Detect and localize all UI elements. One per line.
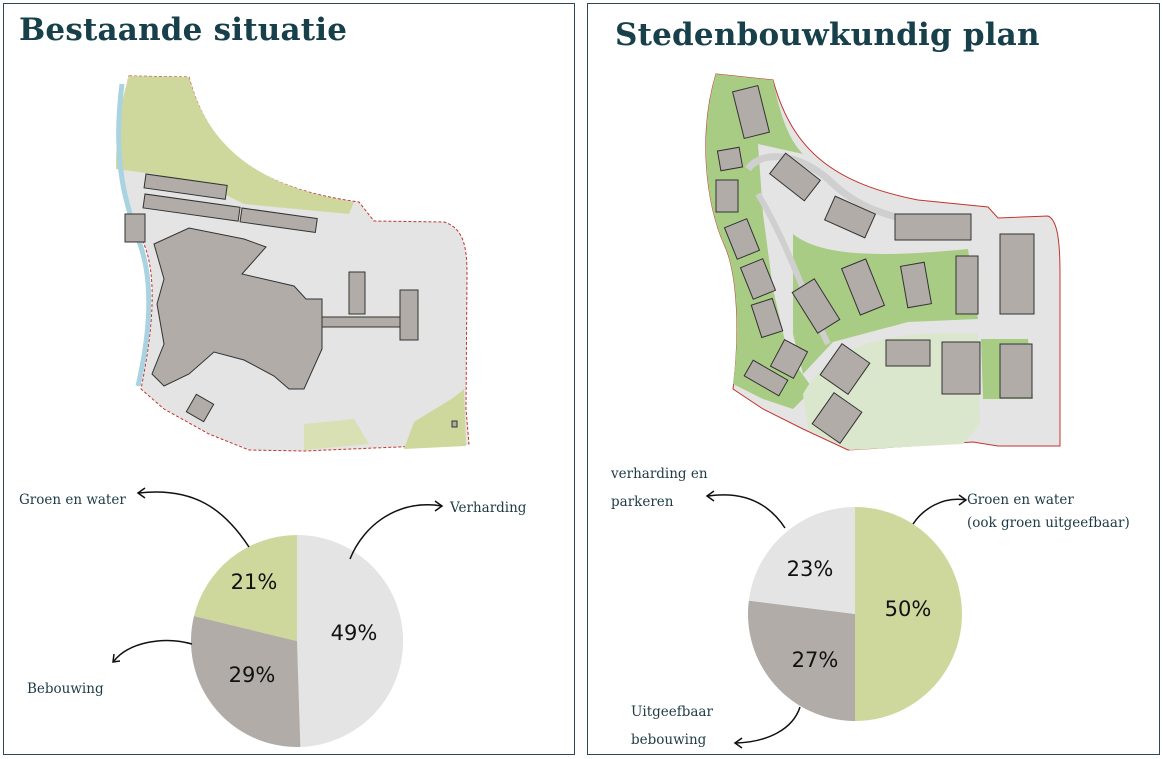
arrow-head-verharding: [434, 500, 444, 512]
panel-urban-plan: Stedenbouwkundig plan: [587, 3, 1160, 755]
arrow-groen-en-water: [138, 491, 250, 548]
legend-label-groen-en-water: Groen en water: [19, 492, 126, 508]
pie-chart-existing: 49% 29% 21%: [191, 534, 404, 748]
arrow-head-groen-plan: [958, 494, 968, 506]
arrow-verharding: [349, 504, 443, 560]
building-strip-end: [239, 207, 318, 234]
pie-slice-verharding: [297, 534, 404, 747]
legend-label-groen-en-water-line1: Groen en water: [967, 492, 1074, 508]
pie-value-verharding-en-parkeren: 23%: [787, 557, 834, 581]
pie-label-arrows-plan: [705, 490, 968, 749]
building-east: [399, 289, 419, 341]
pie-slice-groen-en-water-plan: [855, 507, 962, 721]
plan-building-blocks: [715, 84, 1035, 445]
legend-label-verharding-en-parkeren-line1: verharding en: [610, 466, 708, 482]
building-corridor: [321, 316, 401, 328]
existing-panel-graphics: 49% 29% 21% Groen en water Verharding Be…: [19, 75, 527, 748]
arrow-uitgeefbaar-bebouwing: [735, 706, 801, 744]
panel-title-existing: Bestaande situatie: [19, 12, 348, 48]
legend-label-verharding: Verharding: [449, 500, 527, 516]
arrow-head-groen: [136, 487, 146, 499]
plan-road-curve: [745, 153, 969, 228]
pie-slice-bebouwing: [191, 616, 301, 748]
arrow-bebouwing: [113, 639, 193, 662]
building-tiny-corner: [451, 420, 458, 428]
building-small-east: [348, 271, 366, 315]
pie-value-uitgeefbaar-bebouwing: 27%: [792, 648, 839, 672]
plan-site-map: [705, 73, 1061, 451]
arrow-verharding-en-parkeren: [707, 494, 786, 529]
arrow-groen-en-water-plan: [912, 498, 967, 525]
panel-title-plan: Stedenbouwkundig plan: [615, 17, 1040, 53]
plan-green-center: [793, 234, 978, 374]
arrow-head-uitgeefbaar: [733, 737, 743, 749]
building-main: [151, 227, 323, 390]
pie-value-groen-en-water: 21%: [231, 570, 278, 594]
site-green-corner: [404, 389, 466, 449]
pie-slice-groen-en-water: [193, 535, 297, 641]
site-water-edge: [116, 83, 152, 387]
site-green-area: [116, 76, 354, 214]
pie-slice-uitgeefbaar-bebouwing: [747, 600, 855, 721]
existing-site-map: [116, 75, 470, 452]
building-south-small: [185, 393, 215, 423]
legend-label-uitgeefbaar-line2: bebouwing: [631, 732, 707, 748]
pie-value-verharding: 49%: [331, 621, 378, 645]
pie-label-arrows-existing: [112, 487, 444, 663]
pie-slice-verharding-en-parkeren: [748, 507, 855, 614]
building-strip-top: [143, 173, 228, 200]
arrow-head-verharding-plan: [705, 490, 715, 502]
building-west: [124, 213, 146, 243]
building-strip-mid: [142, 193, 241, 222]
arrow-head-bebouwing: [112, 653, 121, 663]
pie-value-groen-en-water-plan: 50%: [885, 597, 932, 621]
panel-existing-situation: Bestaande situatie 49% 29% 21%: [3, 3, 575, 755]
legend-label-verharding-en-parkeren-line2: parkeren: [611, 494, 674, 510]
legend-label-uitgeefbaar-line1: Uitgeefbaar: [631, 704, 713, 720]
pie-chart-plan: 50% 27% 23%: [747, 507, 962, 721]
legend-label-bebouwing: Bebouwing: [27, 681, 104, 697]
legend-label-groen-en-water-line2: (ook groen uitgeefbaar): [967, 515, 1130, 531]
pie-value-bebouwing: 29%: [229, 663, 276, 687]
plan-panel-graphics: 50% 27% 23% verharding en parkeren Groen…: [610, 73, 1130, 749]
site-green-strip: [304, 419, 369, 450]
